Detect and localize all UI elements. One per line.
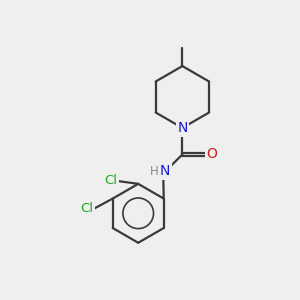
Text: Cl: Cl — [81, 202, 94, 215]
Text: H: H — [149, 165, 158, 178]
Text: N: N — [177, 121, 188, 135]
Text: O: O — [206, 147, 217, 161]
Text: N: N — [160, 164, 170, 178]
Text: Cl: Cl — [104, 174, 117, 188]
